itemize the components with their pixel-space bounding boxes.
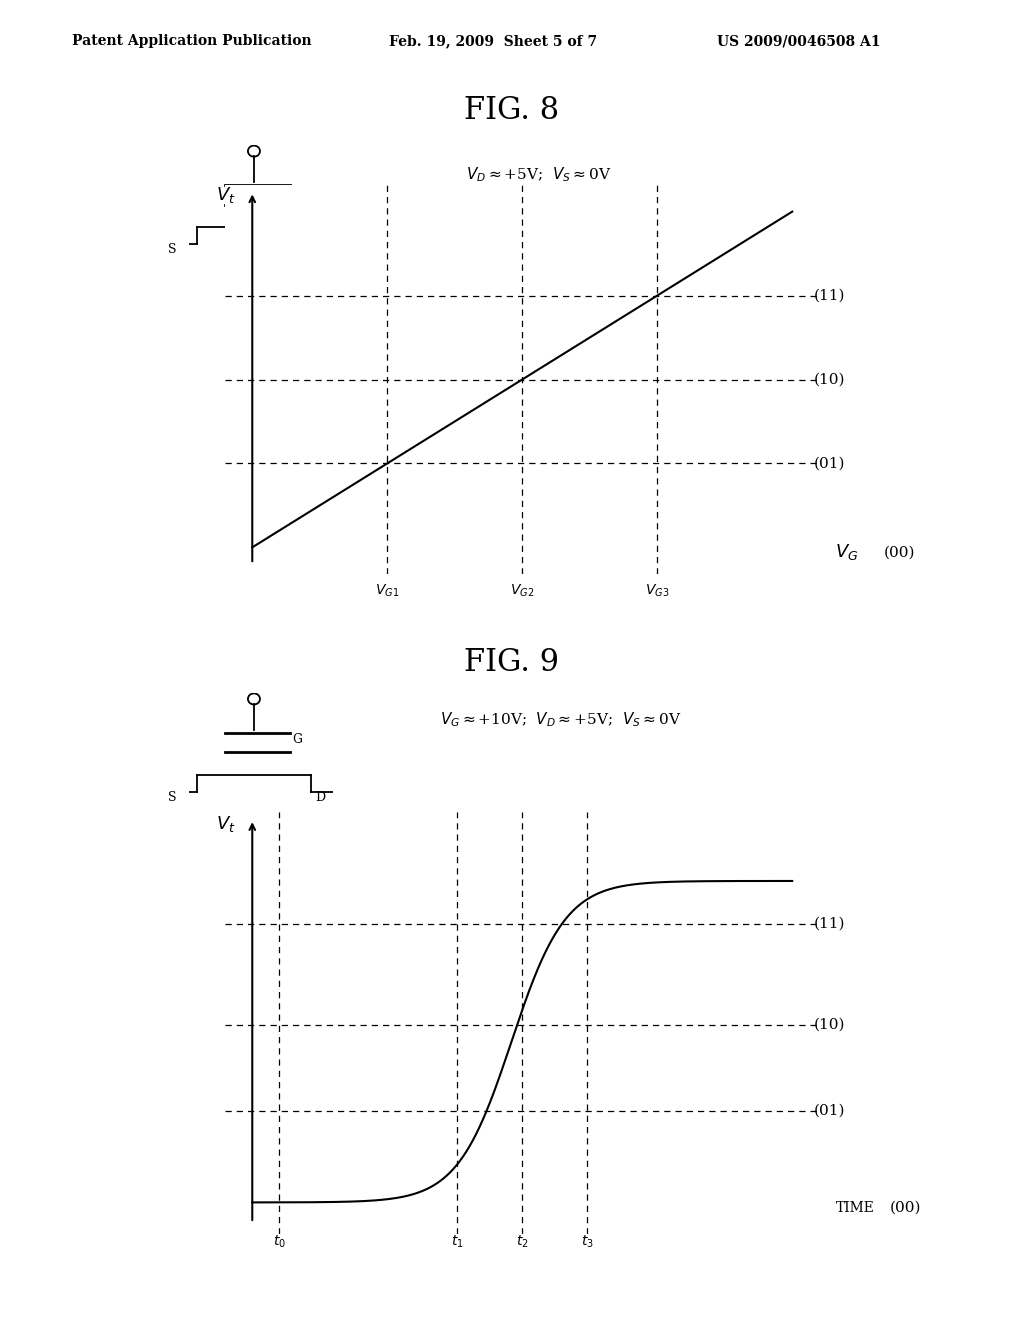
Text: (11): (11) bbox=[814, 289, 845, 302]
Text: S: S bbox=[168, 791, 176, 804]
Text: $t_1$: $t_1$ bbox=[452, 1233, 464, 1250]
Text: $V_t$: $V_t$ bbox=[216, 814, 237, 834]
Text: (01): (01) bbox=[814, 1104, 845, 1118]
Text: $V_D$$\approx$+5V;  $V_S$$\approx$0V: $V_D$$\approx$+5V; $V_S$$\approx$0V bbox=[466, 165, 611, 183]
Text: US 2009/0046508 A1: US 2009/0046508 A1 bbox=[717, 34, 881, 49]
Text: FIG. 8: FIG. 8 bbox=[465, 95, 559, 125]
Text: (00): (00) bbox=[890, 1201, 921, 1214]
Text: $V_G$$\approx$+10V;  $V_D$$\approx$+5V;  $V_S$$\approx$0V: $V_G$$\approx$+10V; $V_D$$\approx$+5V; $… bbox=[440, 710, 682, 729]
Text: G: G bbox=[293, 733, 303, 746]
Text: $V_G$: $V_G$ bbox=[836, 543, 859, 562]
Text: $t_0$: $t_0$ bbox=[272, 1233, 286, 1250]
Text: D: D bbox=[315, 791, 326, 804]
Text: $V_{G1}$: $V_{G1}$ bbox=[375, 582, 399, 599]
Text: $V_{G2}$: $V_{G2}$ bbox=[510, 582, 535, 599]
Text: Feb. 19, 2009  Sheet 5 of 7: Feb. 19, 2009 Sheet 5 of 7 bbox=[389, 34, 597, 49]
Text: $V_t$: $V_t$ bbox=[216, 185, 237, 205]
Text: $t_2$: $t_2$ bbox=[516, 1233, 528, 1250]
Text: D: D bbox=[315, 243, 326, 256]
Text: (11): (11) bbox=[814, 917, 845, 931]
Text: (10): (10) bbox=[814, 1018, 845, 1032]
Text: $V_{G3}$: $V_{G3}$ bbox=[645, 582, 670, 599]
Text: FIG. 9: FIG. 9 bbox=[465, 647, 559, 677]
Text: Patent Application Publication: Patent Application Publication bbox=[72, 34, 311, 49]
Text: (10): (10) bbox=[814, 372, 845, 387]
Text: G: G bbox=[293, 185, 303, 198]
Text: (00): (00) bbox=[884, 545, 915, 560]
Text: (01): (01) bbox=[814, 457, 845, 470]
Text: $t_3$: $t_3$ bbox=[581, 1233, 594, 1250]
Text: TIME: TIME bbox=[836, 1201, 874, 1214]
Text: S: S bbox=[168, 243, 176, 256]
